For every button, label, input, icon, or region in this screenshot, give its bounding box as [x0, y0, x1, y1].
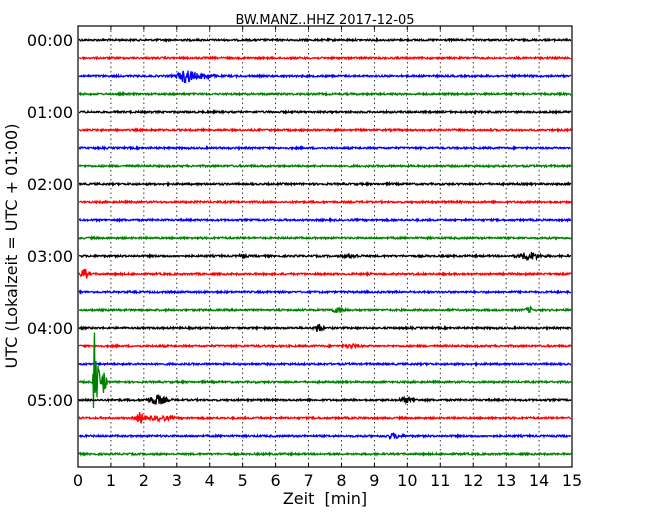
x-tick-label: 6	[271, 471, 281, 490]
plot-frame	[77, 25, 573, 468]
trace-14	[78, 289, 571, 296]
y-tick-label: 05:00	[27, 391, 73, 410]
x-tick-label: 1	[106, 471, 116, 490]
x-tick-label: 2	[139, 471, 149, 490]
x-tick-label: 14	[529, 471, 549, 490]
trace-1	[78, 54, 572, 61]
trace-3	[78, 90, 572, 98]
x-tick-label: 8	[336, 471, 346, 490]
trace-8	[78, 180, 572, 188]
trace-20	[78, 393, 572, 405]
trace-22	[78, 432, 572, 441]
trace-7	[78, 162, 572, 169]
y-tick-label: 03:00	[27, 247, 73, 266]
x-tick-label: 11	[430, 471, 450, 490]
trace-18	[78, 360, 572, 368]
y-tick-label: 00:00	[27, 31, 73, 50]
trace-19	[78, 332, 572, 409]
trace-4	[78, 108, 572, 116]
x-tick-label: 3	[172, 471, 182, 490]
trace-16	[78, 323, 572, 333]
trace-11	[78, 235, 572, 242]
y-axis-label: UTC (Lokalzeit = UTC + 01:00)	[2, 124, 21, 369]
x-tick-label: 12	[463, 471, 483, 490]
y-tick-label: 02:00	[27, 175, 73, 194]
trace-0	[78, 36, 572, 43]
x-axis-label: Zeit [min]	[283, 489, 367, 508]
trace-6	[78, 144, 572, 152]
x-tick-label: 13	[496, 471, 516, 490]
chart-title: BW.MANZ..HHZ 2017-12-05	[235, 13, 414, 28]
trace-23	[78, 450, 572, 458]
y-tick-label: 04:00	[27, 319, 73, 338]
x-tick-label: 0	[73, 471, 83, 490]
trace-9	[78, 198, 572, 206]
y-tick-label: 01:00	[27, 103, 73, 122]
x-tick-label: 9	[369, 471, 379, 490]
x-tick-label: 10	[397, 471, 417, 490]
trace-5	[78, 126, 572, 134]
trace-2	[78, 70, 572, 84]
trace-12	[78, 252, 571, 262]
trace-15	[79, 305, 572, 314]
trace-13	[78, 268, 572, 279]
x-tick-label: 4	[205, 471, 215, 490]
x-tick-label: 7	[303, 471, 313, 490]
trace-10	[78, 216, 572, 224]
x-tick-label: 15	[562, 471, 582, 490]
x-tick-label: 5	[238, 471, 248, 490]
trace-21	[78, 412, 572, 424]
trace-17	[78, 342, 572, 350]
